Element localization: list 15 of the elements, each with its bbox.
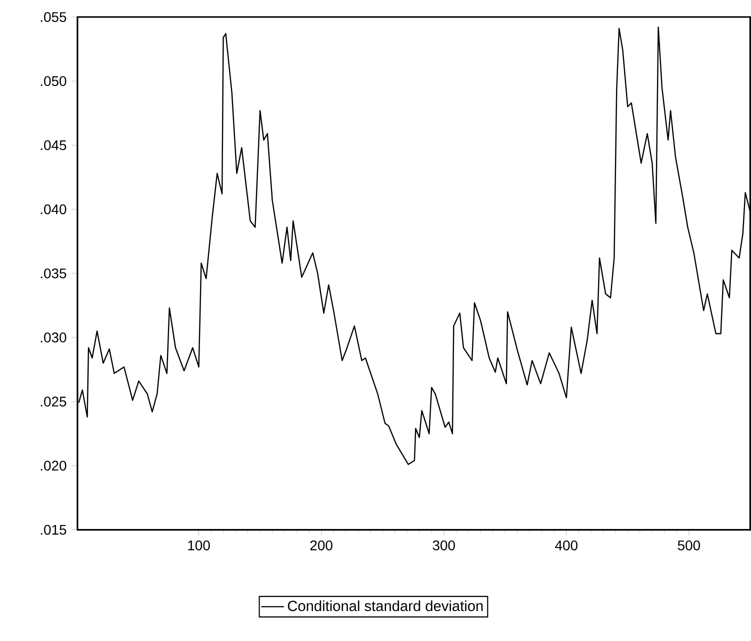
y-tick-label: .025: [40, 396, 66, 407]
x-tick-label: 400: [555, 540, 578, 550]
x-tick-label: 500: [678, 540, 700, 550]
legend-label: Conditional standard deviation: [288, 600, 483, 612]
y-tick-label: .055: [40, 12, 66, 22]
y-tick-label: .050: [40, 76, 66, 86]
y-tick-label: .020: [40, 460, 66, 471]
y-tick-label: .015: [40, 524, 66, 535]
x-tick-label: 100: [188, 540, 210, 550]
x-tick-label: 300: [432, 540, 455, 550]
y-tick-label: .030: [40, 332, 66, 343]
y-tick-label: .045: [40, 140, 66, 150]
y-tick-label: .040: [40, 204, 66, 214]
y-tick-label: .035: [40, 268, 66, 278]
x-tick-label: 200: [310, 540, 332, 550]
